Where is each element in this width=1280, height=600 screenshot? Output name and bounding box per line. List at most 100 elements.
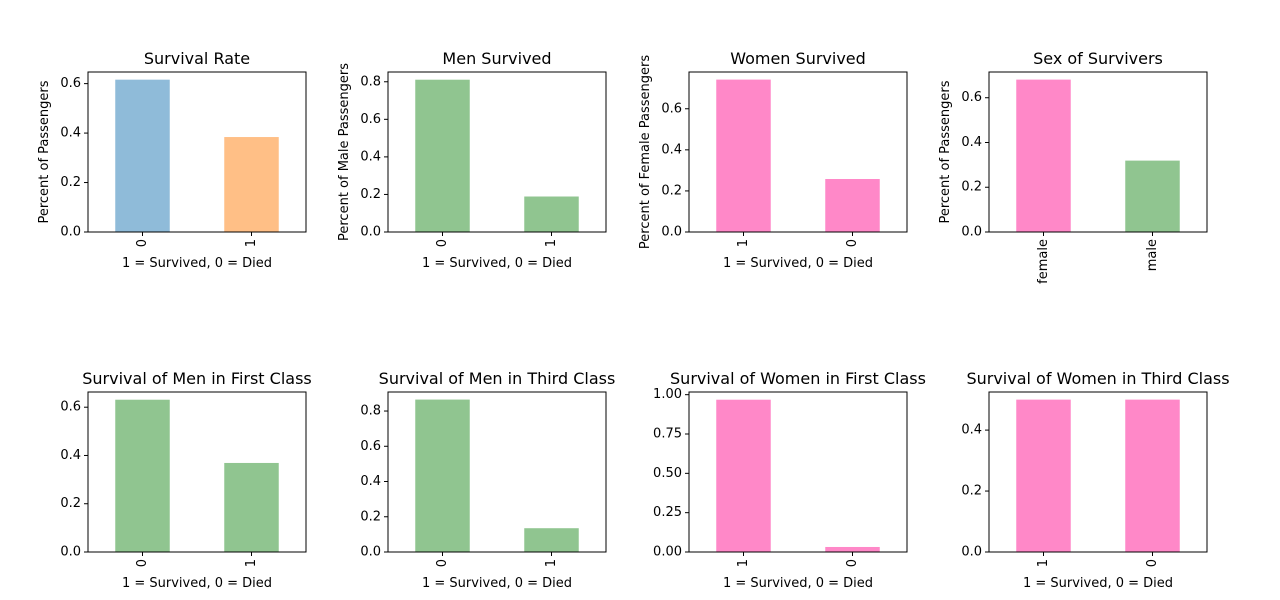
axes-frame (87, 71, 307, 233)
bar (1016, 79, 1071, 232)
bar (115, 399, 170, 552)
y-axis-label: Percent of Passengers (37, 80, 52, 223)
x-tick-label: 1 (544, 239, 559, 247)
axes-frame (87, 391, 307, 553)
y-tick-label: 0.0 (661, 225, 682, 240)
bar (1125, 399, 1180, 552)
x-tick-label: 1 (544, 559, 559, 567)
y-tick-label: 0.6 (961, 90, 982, 105)
y-tick-label: 0.4 (661, 142, 682, 157)
x-tick-label: 0 (135, 239, 150, 247)
x-tick-label: 0 (845, 239, 860, 247)
chart-title: Survival Rate (144, 49, 250, 68)
y-tick-label: 0.25 (653, 505, 682, 520)
x-axis-label: 1 = Survived, 0 = Died (122, 576, 272, 591)
y-tick-label: 0.2 (961, 484, 982, 499)
bar (115, 79, 170, 232)
chart-title: Survival of Women in Third Class (966, 369, 1229, 388)
y-tick-label: 1.00 (653, 387, 682, 402)
y-tick-label: 0.75 (653, 427, 682, 442)
axes-frame (688, 391, 908, 553)
chart-panel: 0 1 0.0 0.2 0.4 0.6 Survival Rate 1 = Survived,… (37, 49, 307, 271)
y-tick-label: 0.0 (60, 225, 81, 240)
y-tick-label: 0.2 (961, 180, 982, 195)
chart-title: Survival of Women in First Class (670, 369, 926, 388)
y-tick-label: 0.4 (60, 448, 81, 463)
axes-frame (988, 71, 1208, 233)
bar (224, 462, 279, 552)
chart-title: Survival of Men in First Class (82, 369, 312, 388)
x-tick-label: 0 (1145, 559, 1160, 567)
chart-panel: 1 0 0.0 0.2 0.4 Survival of Women in Third Cl… (961, 369, 1229, 591)
y-tick-label: 0.0 (961, 545, 982, 560)
bar (825, 179, 880, 232)
y-axis-label: Percent of Female Passengers (638, 55, 653, 249)
chart-panel: 1 0 0.0 0.2 0.4 0.6 Women Survived 1 = Survived… (638, 49, 908, 271)
y-tick-label: 0.6 (661, 101, 682, 116)
axes-frame (688, 71, 908, 233)
x-tick-label: 0 (845, 559, 860, 567)
y-tick-label: 0.4 (961, 423, 982, 438)
y-tick-label: 0.6 (60, 400, 81, 415)
y-tick-label: 0.0 (360, 225, 381, 240)
x-tick-label: 1 (736, 239, 751, 247)
bar (524, 196, 579, 232)
bar (1016, 399, 1071, 552)
y-tick-label: 0.0 (60, 545, 81, 560)
y-tick-label: 0.6 (60, 76, 81, 91)
axes-frame (387, 391, 607, 553)
chart-panel: 0 1 0.0 0.2 0.4 0.6 0.8 Men Survived 1 = Survive… (337, 49, 607, 271)
chart-panel: female male 0.0 0.2 0.4 0.6 Sex of Survivers Pe… (938, 49, 1208, 284)
bar (716, 399, 771, 552)
x-axis-label: 1 = Survived, 0 = Died (1023, 576, 1173, 591)
y-tick-label: 0.2 (360, 187, 381, 202)
x-tick-label: female (1036, 239, 1051, 284)
y-tick-label: 0.50 (653, 466, 682, 481)
y-tick-label: 0.6 (360, 112, 381, 127)
x-tick-label: 1 (1036, 559, 1051, 567)
bar (224, 137, 279, 232)
y-tick-label: 0.0 (961, 225, 982, 240)
axes-frame (387, 71, 607, 233)
y-tick-label: 0.8 (360, 74, 381, 89)
x-tick-label: 0 (435, 559, 450, 567)
y-tick-label: 0.6 (360, 439, 381, 454)
y-tick-label: 0.2 (60, 175, 81, 190)
x-axis-label: 1 = Survived, 0 = Died (122, 256, 272, 271)
x-tick-label: 0 (135, 559, 150, 567)
bar (415, 79, 470, 232)
bar (825, 546, 880, 552)
chart-title: Men Survived (442, 49, 551, 68)
y-tick-label: 0.4 (360, 149, 381, 164)
x-axis-label: 1 = Survived, 0 = Died (723, 576, 873, 591)
x-tick-label: 1 (736, 559, 751, 567)
x-tick-label: 1 (244, 559, 259, 567)
y-tick-label: 0.4 (60, 126, 81, 141)
x-axis-label: 1 = Survived, 0 = Died (723, 256, 873, 271)
y-tick-label: 0.2 (661, 183, 682, 198)
chart-title: Women Survived (730, 49, 866, 68)
bar (524, 528, 579, 552)
axes-frame (988, 391, 1208, 553)
y-tick-label: 0.00 (653, 545, 682, 560)
y-tick-label: 0.2 (60, 496, 81, 511)
x-tick-label: 0 (435, 239, 450, 247)
chart-title: Sex of Survivers (1033, 49, 1163, 68)
x-axis-label: 1 = Survived, 0 = Died (422, 576, 572, 591)
bar (415, 399, 470, 552)
x-tick-label: male (1145, 239, 1160, 271)
bar (716, 79, 771, 232)
x-tick-label: 1 (244, 239, 259, 247)
y-tick-label: 0.0 (360, 545, 381, 560)
y-tick-label: 0.4 (360, 474, 381, 489)
y-axis-label: Percent of Passengers (938, 80, 953, 223)
y-tick-label: 0.8 (360, 404, 381, 419)
y-axis-label: Percent of Male Passengers (337, 63, 352, 241)
chart-panel: 0 1 0.0 0.2 0.4 0.6 0.8 Survival of Men in Thir… (360, 369, 615, 591)
y-tick-label: 0.2 (360, 509, 381, 524)
chart-title: Survival of Men in Third Class (379, 369, 616, 388)
y-tick-label: 0.4 (961, 135, 982, 150)
